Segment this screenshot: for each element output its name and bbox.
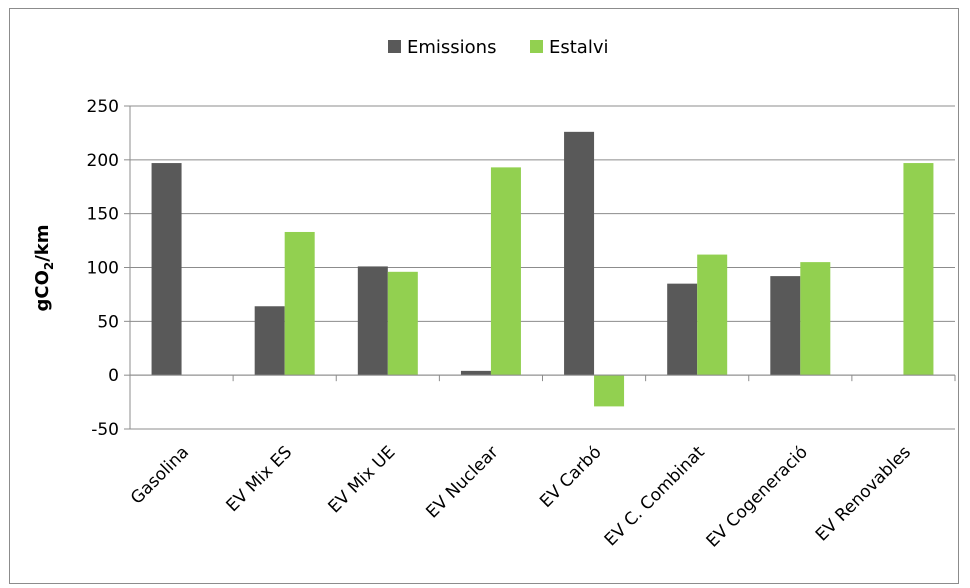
legend-label-emissions: Emissions (407, 37, 496, 58)
bars (151, 131, 934, 407)
x-axis (129, 374, 956, 382)
x-tick-label: Gasolina (127, 442, 193, 508)
bar-estalvi-5 (697, 254, 728, 376)
x-tick-label: EV C. Combinat (601, 442, 709, 550)
bar-estalvi-1 (284, 231, 315, 376)
x-tick-label: EV Carbó (536, 442, 605, 511)
bar-estalvi-4 (594, 375, 625, 407)
legend-label-estalvi: Estalvi (549, 37, 609, 58)
y-tick-label: 0 (108, 366, 119, 386)
x-tick-label: EV Cogeneració (703, 442, 812, 551)
x-tick-labels: Gasolina EV Mix ES EV Mix UE EV Nuclear EV C… (127, 442, 915, 551)
legend-swatch-emissions (388, 40, 401, 53)
y-axis: 250 200 150 100 50 0 -50 (87, 97, 131, 440)
x-tick-label: EV Nuclear (422, 442, 502, 522)
bar-estalvi-7 (903, 163, 934, 376)
x-tick-label: EV Mix UE (325, 442, 400, 517)
bar-estalvi-2 (387, 271, 418, 376)
bar-emissions-4 (564, 131, 595, 376)
bar-estalvi-3 (490, 167, 521, 376)
legend-swatch-estalvi (530, 40, 543, 53)
y-tick-label: 100 (87, 259, 119, 279)
legend: Emissions Estalvi (388, 37, 609, 58)
x-tick-label: EV Renovables (812, 442, 915, 545)
y-tick-label: -50 (91, 420, 119, 440)
bar-emissions-6 (770, 276, 801, 376)
y-axis-title: gCO2/km (32, 224, 56, 311)
bar-emissions-0 (151, 163, 182, 376)
bar-emissions-5 (667, 283, 698, 376)
x-tick-label: EV Mix ES (223, 442, 297, 516)
y-tick-label: 200 (87, 151, 119, 171)
bar-emissions-1 (254, 306, 285, 376)
bar-emissions-3 (460, 370, 491, 376)
bar-emissions-2 (357, 266, 388, 376)
y-tick-label: 150 (87, 205, 119, 225)
y-tick-label: 250 (87, 97, 119, 117)
y-tick-label: 50 (97, 312, 119, 332)
bar-estalvi-6 (800, 262, 831, 376)
